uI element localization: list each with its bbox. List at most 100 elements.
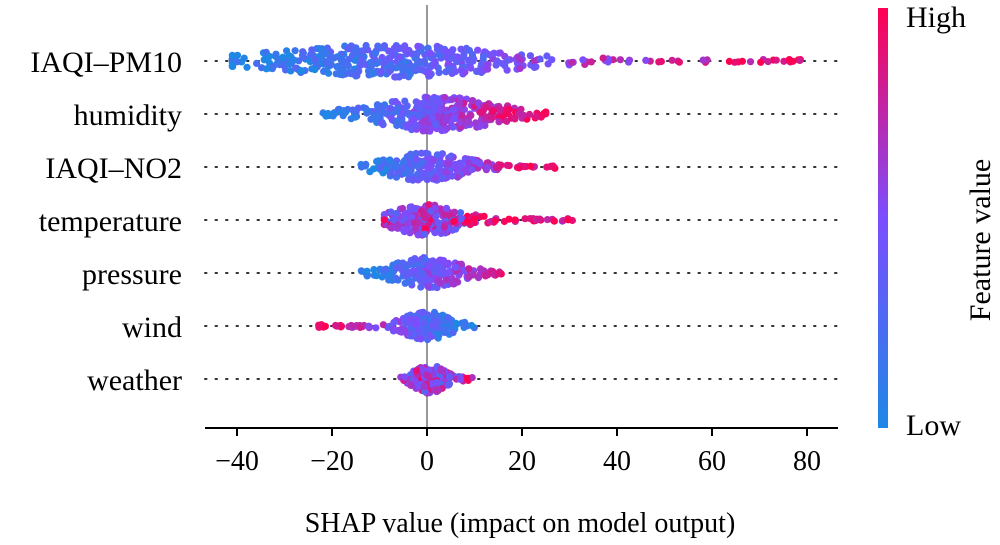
x-tick-label: −40 <box>215 446 259 477</box>
shap-point <box>625 58 633 66</box>
shap-point <box>532 113 540 121</box>
shap-point <box>516 56 525 64</box>
feature-label: pressure <box>82 258 182 291</box>
shap-point <box>419 127 427 135</box>
shap-point <box>465 265 473 273</box>
shap-point <box>402 58 410 66</box>
shap-point <box>503 56 511 64</box>
shap-point <box>406 229 414 237</box>
shap-point <box>412 121 420 129</box>
shap-point <box>393 264 401 272</box>
shap-point <box>315 45 323 53</box>
shap-point <box>401 279 409 287</box>
shap-point <box>438 127 446 135</box>
shap-point <box>587 58 595 66</box>
shap-point <box>326 61 334 69</box>
feature-label: weather <box>87 364 182 397</box>
shap-point <box>421 256 429 264</box>
shap-point <box>772 56 780 64</box>
shap-point <box>369 165 377 173</box>
shap-point <box>441 210 449 219</box>
colorbar-high-label: High <box>906 1 966 34</box>
shap-point <box>385 55 393 63</box>
shap-point <box>394 45 402 53</box>
shap-point <box>450 114 458 122</box>
shap-point <box>482 103 490 111</box>
shap-point <box>469 57 477 65</box>
shap-point <box>467 111 475 119</box>
feature-label: humidity <box>74 99 182 132</box>
shap-point <box>311 56 319 64</box>
shap-point <box>476 265 485 273</box>
shap-point <box>511 216 519 224</box>
shap-point <box>490 49 498 57</box>
shap-point <box>392 173 401 181</box>
shap-point <box>467 64 475 72</box>
shap-point <box>526 52 535 60</box>
shap-point <box>543 52 551 60</box>
shap-point <box>458 111 466 119</box>
shap-point <box>401 263 409 271</box>
shap-point <box>279 53 287 61</box>
shap-point <box>380 266 388 274</box>
shap-point <box>376 108 384 116</box>
shap-point <box>243 63 251 71</box>
shap-point <box>511 115 519 123</box>
shap-point <box>564 216 572 224</box>
shap-point <box>431 174 440 182</box>
shap-point <box>291 64 299 72</box>
shap-point <box>297 67 305 75</box>
shap-point <box>401 42 409 50</box>
shap-point <box>450 280 458 288</box>
x-axis-title: SHAP value (impact on model output) <box>305 508 736 539</box>
shap-point <box>408 257 416 265</box>
shap-point <box>604 58 612 66</box>
shap-point <box>441 117 449 125</box>
feature-label: IAQI–PM10 <box>30 46 182 79</box>
shap-point <box>416 277 425 285</box>
shap-point <box>399 158 408 166</box>
shap-point <box>525 110 534 118</box>
shap-point <box>491 217 499 225</box>
shap-point <box>444 314 452 322</box>
shap-point <box>388 264 396 273</box>
shap-point <box>396 54 404 62</box>
shap-point <box>434 386 442 394</box>
shap-point <box>470 215 478 223</box>
shap-point <box>431 229 439 237</box>
shap-point <box>391 97 400 106</box>
shap-point <box>377 68 385 76</box>
shap-point <box>400 225 408 233</box>
shap-point <box>440 223 448 231</box>
shap-point <box>655 58 663 66</box>
shap-point <box>448 96 456 104</box>
shap-point <box>468 165 476 174</box>
shap-point <box>449 106 457 114</box>
shap-point <box>428 95 436 103</box>
shap-point <box>425 201 433 209</box>
shap-point <box>413 271 421 279</box>
shap-point <box>543 163 551 171</box>
shap-point <box>373 101 382 109</box>
shap-point <box>472 119 480 127</box>
shap-point <box>527 162 535 170</box>
shap-point <box>444 260 452 268</box>
shap-point <box>377 119 385 127</box>
shap-point <box>414 42 422 50</box>
shap-point <box>599 54 607 62</box>
shap-point <box>403 165 411 173</box>
shap-point <box>480 212 488 220</box>
shap-point <box>480 52 488 60</box>
shap-point <box>457 45 465 53</box>
shap-points <box>228 41 805 397</box>
shap-point <box>492 164 500 172</box>
shap-point <box>521 163 529 171</box>
shap-point <box>456 209 465 217</box>
shap-point <box>482 113 490 121</box>
feature-label: temperature <box>39 205 182 238</box>
shap-point <box>668 56 676 64</box>
shap-point <box>402 209 410 217</box>
shap-point <box>568 58 576 67</box>
shap-point <box>353 72 361 80</box>
shap-point <box>404 175 413 183</box>
